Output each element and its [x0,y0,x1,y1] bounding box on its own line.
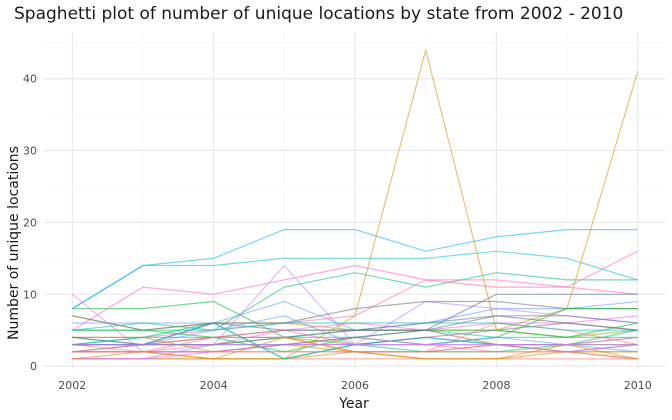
x-tick-label: 2008 [482,379,510,392]
tick-layer: 0 10 20 30 40 2002 2004 2006 2008 2010 [23,73,652,392]
x-tick-label: 2006 [341,379,369,392]
y-tick-label: 10 [23,288,37,301]
y-tick-label: 30 [23,145,37,158]
series-line-14 [71,250,638,331]
y-tick-label: 20 [23,216,37,229]
x-tick-label: 2002 [58,379,86,392]
y-tick-label: 40 [23,73,37,86]
series-line-17 [72,300,638,331]
series-line-32 [72,322,638,331]
series-line-30 [72,315,638,346]
x-axis-title: Year [338,396,369,412]
series-line-10 [71,229,638,310]
chart-title: Spaghetti plot of number of unique locat… [14,4,624,24]
y-tick-label: 0 [30,360,37,373]
series-line-9 [71,250,638,310]
x-tick-label: 2004 [200,379,228,392]
series-line-33 [72,344,638,353]
grid-layer [44,32,666,369]
series-line-7 [72,272,638,331]
y-axis-title: Number of unique locations [6,146,22,340]
series-layer [71,49,639,360]
x-tick-label: 2010 [624,379,652,392]
